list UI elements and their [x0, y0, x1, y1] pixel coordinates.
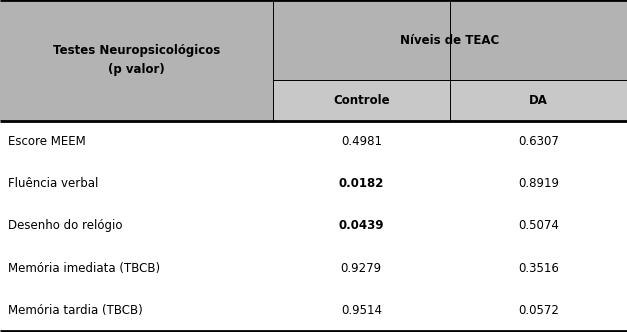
Text: Memória imediata (TBCB): Memória imediata (TBCB) — [8, 262, 160, 275]
Text: 0.0572: 0.0572 — [518, 304, 559, 317]
Text: 0.0439: 0.0439 — [339, 219, 384, 232]
Text: 0.8919: 0.8919 — [518, 177, 559, 190]
Bar — [450, 80, 627, 121]
Text: 0.4981: 0.4981 — [341, 135, 382, 148]
Text: 0.9279: 0.9279 — [340, 262, 382, 275]
Bar — [0, 0, 273, 121]
Bar — [0, 163, 627, 205]
Text: 0.3516: 0.3516 — [518, 262, 559, 275]
Text: DA: DA — [529, 94, 548, 107]
Bar — [273, 0, 627, 80]
Text: Controle: Controle — [333, 94, 389, 107]
Bar — [0, 205, 627, 247]
Text: Desenho do relógio: Desenho do relógio — [8, 219, 122, 232]
Text: 0.5074: 0.5074 — [518, 219, 559, 232]
Bar — [0, 289, 627, 331]
Text: Escore MEEM: Escore MEEM — [8, 135, 85, 148]
Bar — [0, 247, 627, 289]
Text: 0.9514: 0.9514 — [341, 304, 382, 317]
Text: 0.0182: 0.0182 — [339, 177, 384, 190]
Text: Fluência verbal: Fluência verbal — [8, 177, 98, 190]
Text: Memória tardia (TBCB): Memória tardia (TBCB) — [8, 304, 142, 317]
Bar — [273, 80, 450, 121]
Bar — [0, 121, 627, 163]
Text: Níveis de TEAC: Níveis de TEAC — [400, 34, 500, 47]
Text: Testes Neuropsicológicos
(p valor): Testes Neuropsicológicos (p valor) — [53, 44, 220, 76]
Text: 0.6307: 0.6307 — [518, 135, 559, 148]
